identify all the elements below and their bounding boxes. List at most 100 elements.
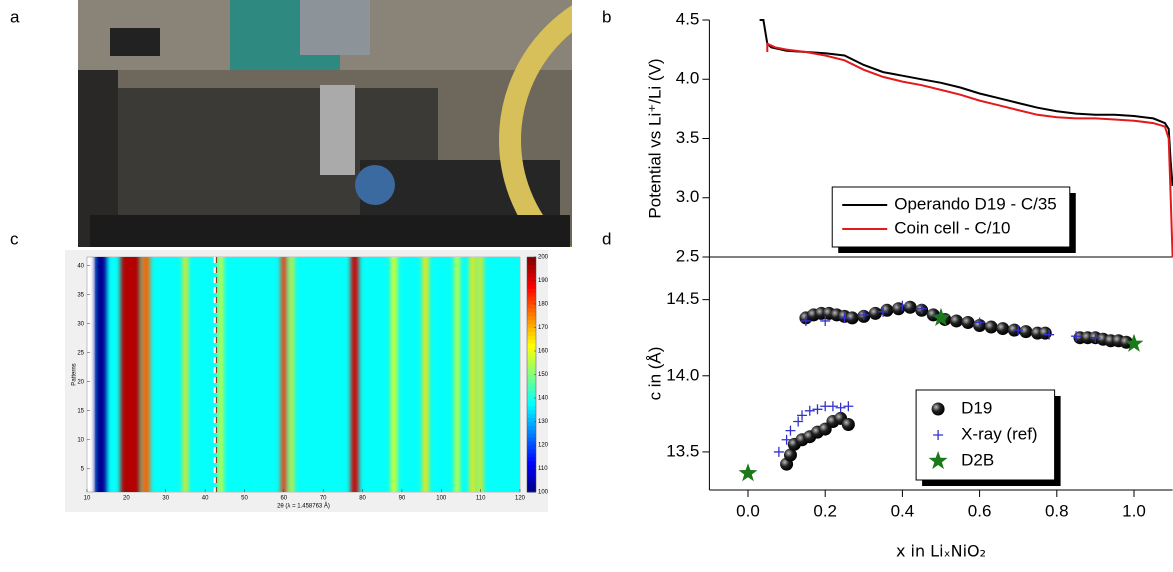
x-tick-label: 90 <box>399 496 406 502</box>
colorbar-tick-label: 130 <box>538 419 549 425</box>
point <box>868 306 882 320</box>
colorbar-cell <box>527 315 536 321</box>
point <box>880 303 894 317</box>
point <box>800 315 811 326</box>
point <box>804 405 815 416</box>
x-tick-label: 30 <box>162 496 169 502</box>
point <box>858 309 869 320</box>
y-tick-label: 3.0 <box>676 187 700 206</box>
point <box>878 306 889 317</box>
colorbar-cell <box>527 480 536 485</box>
heatmap-peak <box>94 257 107 492</box>
y-tick-label: 30 <box>77 321 84 327</box>
colorbar-cell <box>527 488 536 493</box>
colorbar-cell <box>527 339 536 344</box>
colorbar-tick-label: 200 <box>538 255 549 261</box>
point <box>974 317 985 328</box>
heatmap-peak <box>183 257 188 492</box>
legend-marker <box>931 402 945 416</box>
colorbar-cell <box>527 362 536 368</box>
colorbar-tick-label: 180 <box>538 302 549 308</box>
y-tick-label: 4.5 <box>676 9 700 28</box>
colorbar-cell <box>527 343 536 348</box>
point <box>1124 333 1144 352</box>
point <box>903 300 917 314</box>
heatmap-peak <box>289 257 294 492</box>
colorbar-cell <box>527 484 536 489</box>
photo <box>78 0 572 247</box>
colorbar-cell <box>527 413 536 419</box>
colorbar-cell <box>527 347 536 352</box>
heatmap-peak <box>478 257 483 492</box>
colorbar-cell <box>527 386 536 391</box>
colorbar-cell <box>527 394 536 399</box>
point <box>773 446 784 457</box>
heatmap-background <box>94 257 520 492</box>
point <box>1038 326 1052 340</box>
y-tick-label: 15 <box>77 408 84 414</box>
colorbar-cell <box>527 441 536 446</box>
colorbar-cell <box>527 429 536 434</box>
colorbar-cell <box>527 464 536 469</box>
colorbar-cell <box>527 421 536 426</box>
colorbar-cell <box>527 405 536 411</box>
panel-label: c <box>10 229 19 248</box>
point <box>892 302 906 316</box>
x-tick-label: 50 <box>241 496 248 502</box>
colorbar-cell <box>527 331 536 336</box>
point <box>1019 325 1033 339</box>
point <box>897 300 908 311</box>
heatmap-cells <box>94 257 520 492</box>
point <box>843 401 854 412</box>
point <box>1013 325 1024 336</box>
colorbar-cell <box>527 378 536 383</box>
heatmap-peaks <box>94 257 483 492</box>
x-tick-label: 0.2 <box>813 501 837 520</box>
point <box>931 307 951 326</box>
colorbar-cell <box>527 296 536 301</box>
point <box>835 402 846 413</box>
legend-label: Operando D19 - C/35 <box>894 194 1057 213</box>
colorbar-cell <box>527 401 536 407</box>
colorbar-cell <box>527 425 536 430</box>
colorbar-cell <box>527 260 536 266</box>
colorbar-tick-label: 150 <box>538 372 549 378</box>
y-axis-label: c in (Å) <box>645 347 664 401</box>
heatmap-peak <box>280 257 287 492</box>
legend-marker <box>933 430 944 440</box>
point <box>1044 329 1055 340</box>
legend-label: D2B <box>961 450 994 469</box>
point <box>841 418 855 432</box>
point <box>961 315 975 329</box>
colorbar-cell <box>527 319 536 325</box>
x-axis-label: x in LiₓNiO₂ <box>896 542 986 561</box>
colorbar-cell <box>527 456 536 462</box>
x-tick-label: 0.6 <box>968 501 992 520</box>
colorbar-cell <box>527 288 536 293</box>
panel-label: d <box>602 229 611 248</box>
colorbar-cell <box>527 276 536 281</box>
colorbar-cell <box>527 264 536 270</box>
heatmap-panel: 10 20 30 40 50 60 70 80 90 100 110 120 5 10 15 20 25 30 35… <box>65 250 549 512</box>
colorbar-cell <box>527 272 536 278</box>
y-axis-label: Potential vs Li⁺/Li (V) <box>645 58 664 218</box>
legend-label: Coin cell - C/10 <box>894 218 1010 237</box>
point <box>820 315 831 326</box>
colorbar-cell <box>527 417 536 422</box>
colorbar-cell <box>527 448 536 454</box>
legend: D19 X-ray (ref) D2B <box>915 389 1061 486</box>
colorbar-cell <box>527 445 536 450</box>
x-tick-label: 40 <box>202 496 209 502</box>
colorbar-tick-label: 120 <box>538 443 549 449</box>
colorbar-cell <box>527 476 536 481</box>
x-tick-label: 10 <box>84 496 91 502</box>
colorbar-cell <box>527 366 536 372</box>
colorbar-cell <box>527 390 536 395</box>
heatmap-peak <box>469 257 476 492</box>
legend-marker <box>928 451 948 470</box>
point <box>797 410 808 421</box>
colorbar-cell <box>527 311 536 317</box>
x-tick-label: 1.0 <box>1122 501 1146 520</box>
colorbar-cell <box>527 307 536 313</box>
point <box>1071 331 1082 342</box>
